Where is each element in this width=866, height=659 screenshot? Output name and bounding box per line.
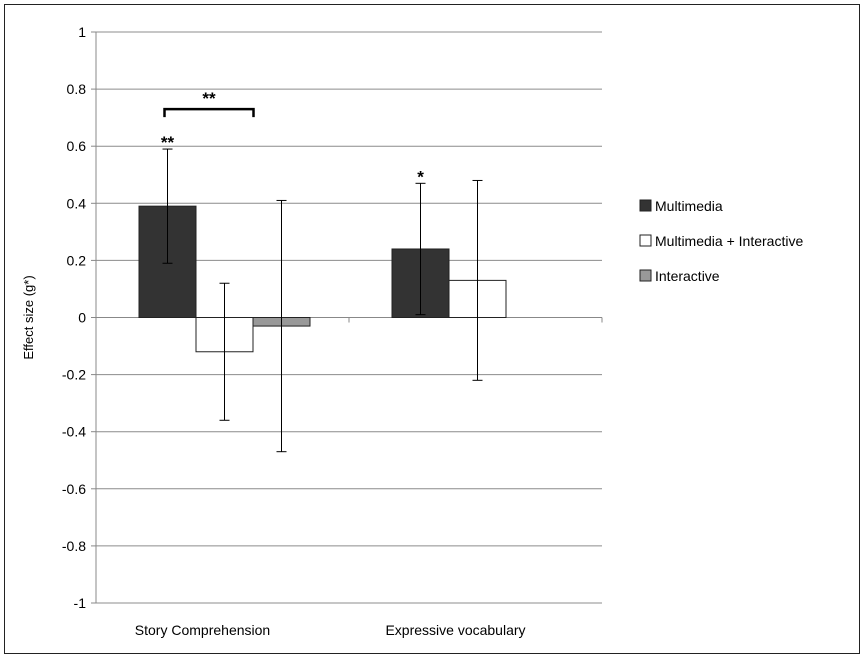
y-tick-label: 1 <box>78 24 86 40</box>
legend-swatch <box>639 234 652 247</box>
legend-swatch <box>639 199 652 212</box>
y-tick-label: -1 <box>74 595 87 611</box>
legend-label: Multimedia + Interactive <box>655 233 803 249</box>
gridlines <box>96 31 602 604</box>
axes <box>91 31 603 604</box>
legend-swatch <box>639 269 652 282</box>
annotations: ***** <box>161 89 424 186</box>
legend-label: Interactive <box>655 268 720 284</box>
y-tick-label: 0.4 <box>67 195 87 211</box>
legend-label: Multimedia <box>655 198 723 214</box>
error-bars <box>162 148 483 453</box>
bracket-significance-marker: ** <box>202 89 216 108</box>
y-axis-title: Effect size (g*) <box>21 275 36 359</box>
legend: Multimedia Multimedia + Interactive Intera… <box>639 198 803 284</box>
significance-marker: * <box>417 167 424 186</box>
y-tick-label: -0.4 <box>62 424 86 440</box>
y-tick-label: -0.2 <box>62 367 86 383</box>
significance-marker: ** <box>161 133 175 152</box>
chart-frame: ** * ** 1 0.8 0.6 0.4 0.2 0 -0.2 -0.4 -0.6 -0.8 -1 Ef… <box>4 4 860 654</box>
x-category-label: Expressive vocabulary <box>385 622 525 638</box>
x-category-label: Story Comprehension <box>135 622 270 638</box>
labels: 1 0.8 0.6 0.4 0.2 0 -0.2 -0.4 -0.6 -0.8 -1 Effect s… <box>21 24 526 638</box>
bar-chart: ***** 10.80.60.40.20-0.2-0.4-0.6-0.8-1Ef… <box>21 24 803 638</box>
bars <box>138 205 507 353</box>
y-tick-label: -0.8 <box>62 538 86 554</box>
y-tick-label: 0.2 <box>67 252 87 268</box>
y-tick-label: -0.6 <box>62 481 86 497</box>
y-tick-label: 0.8 <box>67 81 87 97</box>
significance-bracket <box>163 107 255 118</box>
y-tick-label: 0 <box>78 310 86 326</box>
y-tick-label: 0.6 <box>67 138 87 154</box>
